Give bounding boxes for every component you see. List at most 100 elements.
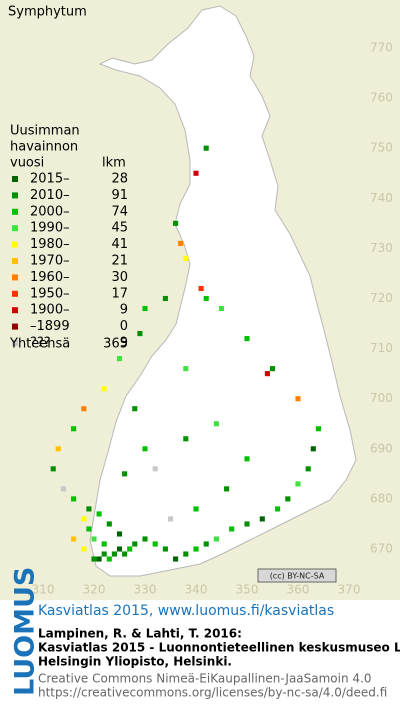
y-tick-label: 690 — [370, 441, 393, 455]
x-tick-label: 360 — [287, 583, 310, 597]
grid-square — [173, 220, 179, 226]
grid-square — [162, 546, 168, 552]
x-tick-label: 350 — [236, 583, 259, 597]
legend-count: 30 — [111, 270, 128, 285]
y-tick-label: 750 — [370, 141, 393, 155]
legend-label: –1899 — [30, 319, 70, 334]
legend-heading: Uusimman — [10, 124, 80, 139]
grid-square — [224, 486, 230, 492]
grid-square — [116, 546, 123, 552]
citation: Helsingin Yliopisto, Helsinki. — [38, 655, 232, 669]
y-tick-label: 740 — [370, 191, 393, 205]
legend-heading: havainnon — [10, 140, 78, 155]
grid-square — [96, 511, 102, 517]
legend-total-label: Yhteensä — [9, 337, 70, 352]
grid-square — [183, 436, 189, 442]
legend-count: 45 — [111, 221, 128, 236]
legend-swatch — [12, 176, 18, 182]
grid-square — [116, 356, 123, 362]
grid-square — [264, 371, 270, 377]
legend-swatch — [12, 225, 18, 232]
logo: LUOMUS — [10, 567, 41, 696]
grid-square — [152, 541, 158, 547]
y-tick-label: 760 — [370, 91, 393, 105]
citation: Lampinen, R. & Lahti, T. 2016: — [38, 627, 242, 641]
y-tick-label: 770 — [370, 41, 393, 55]
y-tick-label: 670 — [370, 542, 393, 556]
legend-label: 1970– — [30, 254, 70, 269]
grid-square — [142, 446, 148, 452]
legend-heading: vuosi — [10, 156, 44, 171]
legend-swatch — [12, 307, 18, 314]
grid-square — [132, 406, 138, 412]
legend-swatch — [12, 340, 18, 346]
legend-count: 28 — [111, 172, 128, 187]
y-tick-label: 700 — [370, 391, 393, 405]
grid-square — [285, 496, 291, 502]
grid-square — [244, 521, 250, 527]
y-tick-label: 720 — [370, 291, 393, 305]
grid-square — [198, 285, 204, 292]
license: Creative Commons Nimeä-EiKaupallinen-Jaa… — [38, 672, 372, 686]
legend-count-heading: lkm — [102, 156, 126, 171]
grid-square — [213, 421, 219, 427]
grid-square — [71, 496, 77, 502]
grid-square — [173, 556, 179, 562]
grid-square — [55, 446, 61, 452]
grid-square — [152, 466, 158, 472]
grid-square — [111, 551, 117, 557]
legend-label: 2000– — [30, 204, 70, 219]
legend-label: 1950– — [30, 286, 70, 301]
finland-outline — [89, 5, 357, 577]
grid-square — [127, 546, 133, 552]
grid-square — [71, 536, 77, 542]
legend-count: 74 — [111, 204, 128, 219]
legend-swatch — [12, 290, 18, 297]
grid-square — [106, 556, 112, 562]
grid-square — [259, 516, 265, 522]
grid-square — [305, 466, 311, 472]
legend-count: 0 — [120, 319, 128, 334]
grid-square — [60, 486, 66, 492]
legend-count: 91 — [111, 188, 128, 203]
grid-square — [96, 556, 102, 562]
grid-square — [315, 426, 321, 432]
grid-square — [132, 541, 138, 547]
grid-square — [122, 551, 128, 557]
legend-label: ??? — [30, 336, 51, 351]
grid-square — [86, 526, 92, 532]
grid-square — [203, 541, 209, 547]
grid-square — [162, 295, 168, 302]
citation: Kasviatlas 2015 - Luonnontieteellinen ke… — [38, 641, 400, 655]
license-badge — [257, 568, 337, 583]
grid-square — [203, 295, 209, 302]
grid-square — [310, 446, 316, 452]
grid-square — [193, 506, 199, 512]
legend-label: 1980– — [30, 237, 70, 252]
x-tick-label: 330 — [134, 583, 157, 597]
grid-square — [167, 516, 174, 522]
footer-link[interactable]: Kasviatlas 2015, www.luomus.fi/kasviatla… — [38, 603, 334, 619]
legend-count: 9 — [120, 336, 128, 351]
grid-square — [50, 466, 56, 472]
grid-square — [193, 170, 199, 176]
legend-count: 17 — [111, 286, 128, 301]
legend-label: 1960– — [30, 270, 70, 285]
legend-label: 2010– — [30, 188, 70, 203]
grid-square — [106, 521, 112, 527]
x-tick-label: 370 — [338, 583, 361, 597]
y-tick-label: 710 — [370, 341, 393, 355]
grid-square — [213, 536, 219, 542]
badge-text: (cc) BY-NC-SA — [270, 572, 325, 581]
grid-square — [295, 396, 301, 402]
grid-square — [178, 240, 184, 246]
y-tick-label: 730 — [370, 241, 393, 255]
legend-count: 21 — [111, 254, 128, 269]
grid-square — [101, 551, 107, 557]
grid-square — [81, 516, 87, 522]
legend-label: 1990– — [30, 221, 70, 236]
grid-square — [81, 406, 87, 412]
grid-square — [183, 255, 189, 261]
grid-square — [101, 386, 107, 392]
x-tick-label: 310 — [32, 583, 55, 597]
